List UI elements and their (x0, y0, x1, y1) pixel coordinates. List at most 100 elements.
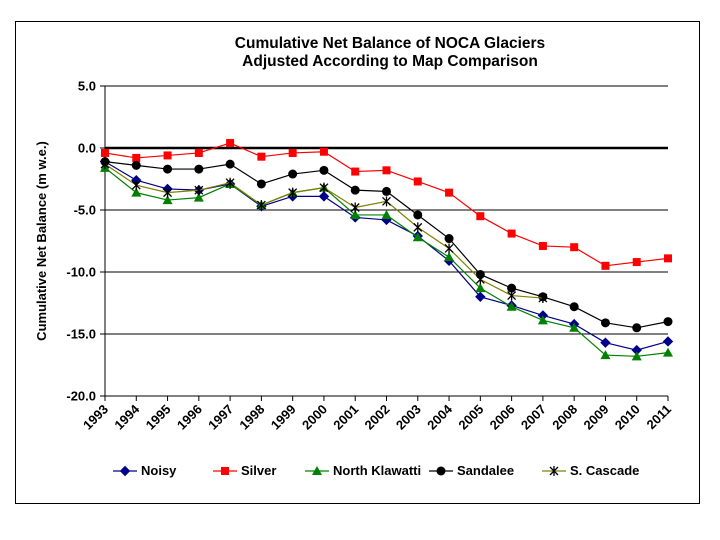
x-tick-label-1996: 1996 (174, 402, 205, 433)
legend-item-sandalee: Sandalee (429, 463, 542, 478)
x-tick-label-2007: 2007 (518, 402, 549, 433)
legend-item-silver: Silver (213, 463, 305, 478)
legend-swatch-sandalee (429, 466, 453, 475)
data-point-silver-1996 (194, 148, 203, 157)
x-tick-label-2000: 2000 (299, 402, 330, 433)
data-point-north-klawatti-1995 (162, 195, 173, 205)
legend-swatch-s-cascade (542, 465, 566, 476)
x-tick-label-1999: 1999 (268, 402, 299, 433)
legend-item-noisy: Noisy (113, 463, 213, 478)
chart-title-line-1: Cumulative Net Balance of NOCA Glaciers (234, 35, 546, 52)
x-tick-label-2005: 2005 (455, 402, 486, 433)
data-point-noisy-2009 (600, 337, 611, 348)
legend-swatch-north-klawatti (305, 465, 329, 475)
data-point-north-klawatti-2005 (475, 283, 486, 293)
data-point-north-klawatti-2002 (381, 209, 392, 219)
data-point-sandalee-1994 (131, 160, 141, 170)
x-tick-label-1993: 1993 (80, 402, 111, 433)
x-tick-label-1995: 1995 (143, 402, 174, 433)
data-point-sandalee-2000 (319, 165, 329, 175)
data-point-silver-1998 (257, 152, 266, 161)
data-point-north-klawatti-2008 (569, 322, 580, 332)
legend-swatch-noisy (113, 465, 137, 476)
x-tick-label-2001: 2001 (330, 402, 361, 433)
y-tick-label-4: -15.0 (66, 327, 96, 342)
data-point-silver-2008 (570, 243, 579, 252)
data-point-north-klawatti-1994 (131, 187, 142, 197)
data-point-silver-2009 (601, 261, 610, 270)
data-point-sandalee-1996 (194, 164, 204, 174)
data-point-noisy-2011 (662, 336, 674, 347)
data-point-silver-1995 (163, 151, 172, 160)
data-point-north-klawatti-2007 (537, 315, 548, 325)
data-point-sandalee-2009 (600, 318, 610, 328)
data-point-silver-2000 (319, 147, 328, 156)
y-tick-label-3: -10.0 (66, 265, 96, 280)
y-axis-title: Cumulative Net Balance (m w.e.) (34, 141, 49, 341)
data-point-sandalee-2011 (663, 317, 673, 327)
series-line-north-klawatti (104, 167, 669, 357)
data-point-s-cascade-2004 (444, 243, 454, 254)
data-point-silver-2010 (632, 258, 641, 267)
series-sandalee (100, 157, 673, 333)
legend-marker-north-klawatti (312, 465, 322, 475)
series-silver (101, 139, 672, 270)
data-point-silver-2002 (382, 166, 391, 175)
data-point-silver-1994 (132, 153, 141, 162)
y-tick-label-1: 0.0 (78, 141, 96, 156)
data-point-sandalee-2010 (632, 323, 642, 333)
data-point-silver-2003 (413, 177, 422, 186)
x-tick-label-2010: 2010 (612, 402, 643, 433)
data-point-s-cascade-1993 (100, 159, 110, 170)
x-tick-label-1998: 1998 (236, 402, 267, 433)
data-point-silver-2005 (476, 212, 485, 221)
data-point-sandalee-2008 (569, 302, 579, 312)
data-point-north-klawatti-1996 (193, 192, 204, 202)
data-point-silver-2004 (445, 188, 454, 197)
x-tick-label-2004: 2004 (424, 401, 456, 433)
y-tick-label-5: -20.0 (66, 389, 96, 404)
data-point-north-klawatti-2009 (600, 350, 611, 360)
legend-label-noisy: Noisy (141, 463, 177, 478)
data-point-s-cascade-2000 (319, 182, 329, 193)
data-point-s-cascade-2001 (350, 202, 360, 213)
data-point-s-cascade-1995 (163, 187, 173, 198)
data-point-noisy-2000 (318, 191, 330, 202)
data-point-sandalee-2006 (507, 283, 517, 293)
data-point-north-klawatti-2011 (663, 347, 673, 357)
y-tick-label-2: -5.0 (74, 203, 96, 218)
data-point-silver-1997 (226, 139, 235, 148)
x-tick-label-1997: 1997 (205, 402, 236, 433)
data-point-s-cascade-1998 (256, 200, 266, 211)
data-point-s-cascade-2006 (507, 290, 517, 301)
series-s-cascade (100, 159, 548, 304)
data-point-north-klawatti-2003 (412, 232, 423, 242)
y-tick-label-0: 5.0 (78, 79, 96, 94)
legend-marker-s-cascade (549, 465, 559, 476)
chart-title-line-2: Adjusted According to Map Comparison (242, 53, 538, 70)
data-point-s-cascade-1997 (225, 177, 235, 188)
data-point-s-cascade-1994 (131, 180, 141, 191)
x-tick-label-2003: 2003 (393, 402, 424, 433)
data-point-sandalee-2003 (413, 210, 423, 220)
data-point-sandalee-1999 (288, 169, 298, 179)
data-point-silver-1999 (288, 148, 297, 157)
data-point-s-cascade-2005 (475, 274, 485, 285)
x-tick-label-1994: 1994 (111, 401, 143, 433)
x-tick-label-2008: 2008 (549, 402, 580, 433)
legend-item-s-cascade: S. Cascade (542, 463, 642, 478)
chart-frame (15, 21, 700, 504)
data-point-sandalee-1995 (163, 164, 173, 174)
legend-marker-noisy (119, 465, 131, 476)
data-point-silver-2001 (351, 167, 360, 176)
legend-label-north-klawatti: North Klawatti (333, 463, 422, 478)
data-point-noisy-2005 (475, 291, 486, 303)
data-point-s-cascade-2003 (413, 222, 423, 233)
x-tick-label-2011: 2011 (644, 402, 675, 433)
data-point-sandalee-1998 (256, 179, 266, 189)
data-point-silver-2006 (507, 229, 516, 238)
legend-label-s-cascade: S. Cascade (570, 463, 640, 478)
data-point-silver-1993 (101, 148, 109, 157)
data-point-s-cascade-1999 (288, 187, 298, 198)
data-point-north-klawatti-2010 (631, 351, 642, 361)
